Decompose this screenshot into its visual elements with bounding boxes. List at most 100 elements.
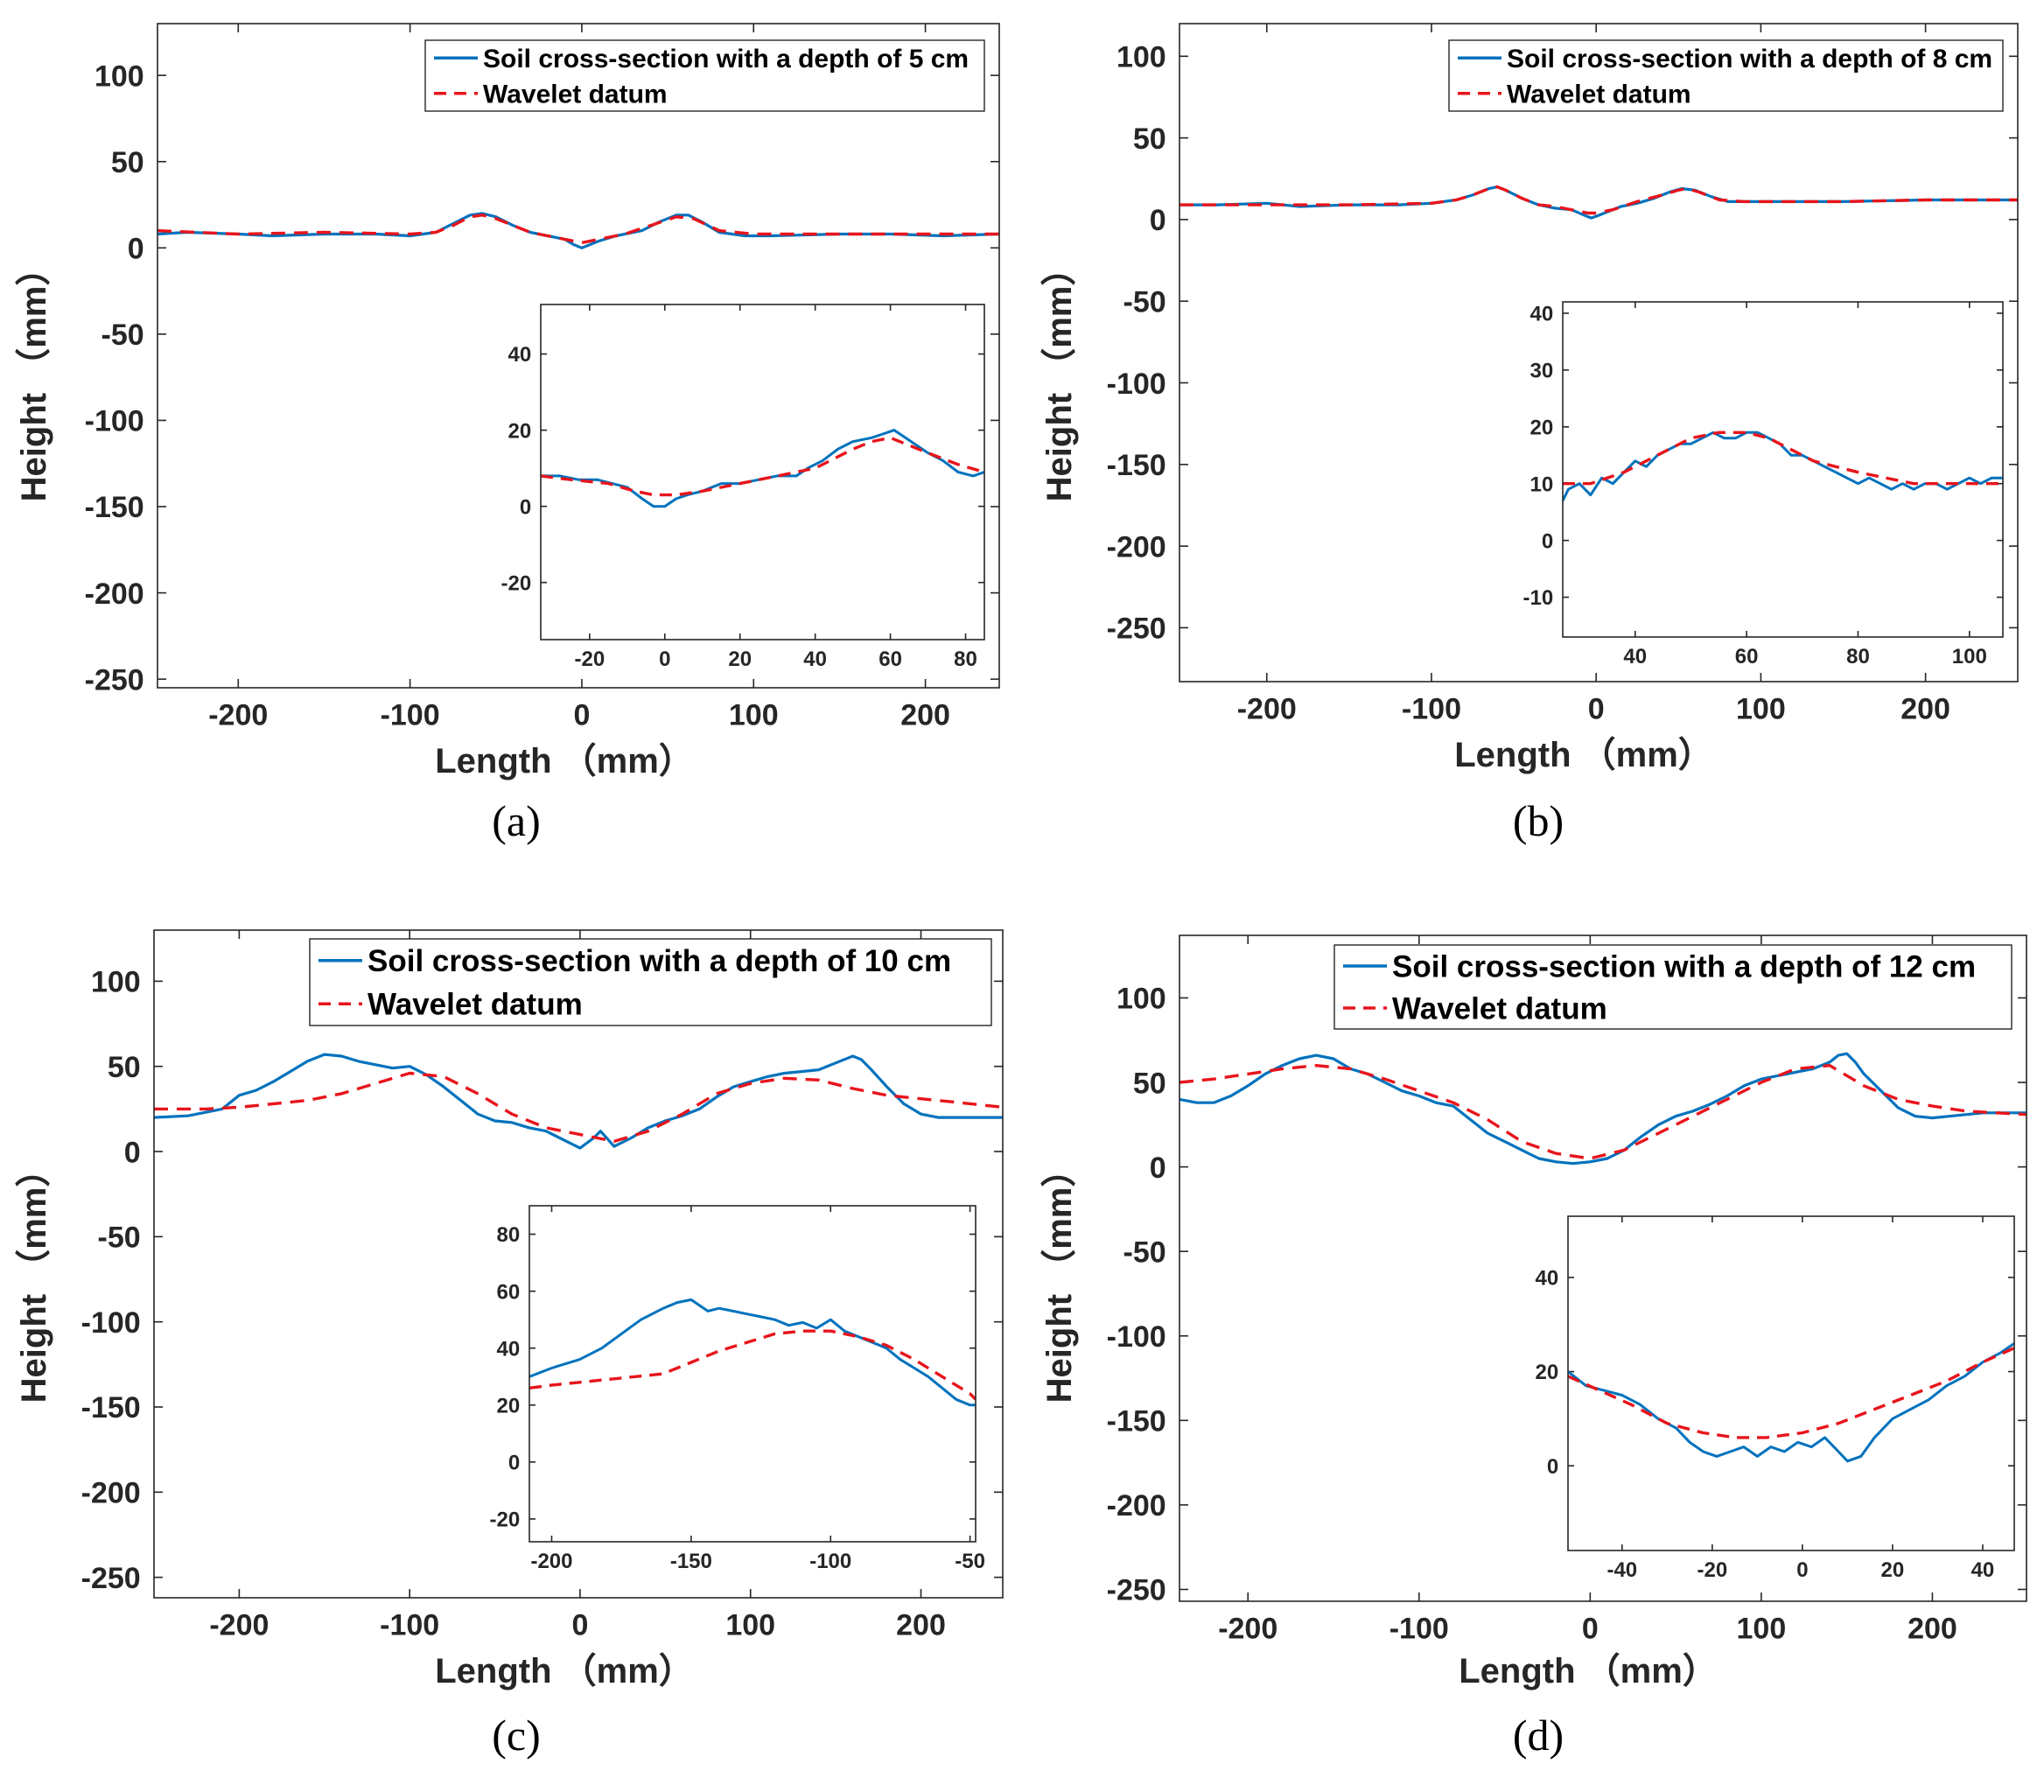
panel-a-y-tick-label: 50 (111, 146, 144, 179)
panel-c-inset-x-tick-label: -150 (670, 1550, 712, 1573)
panel-b-y-tick-label: -50 (1124, 285, 1166, 318)
panel-a-x-tick-label: 0 (573, 699, 590, 732)
panel-a-inset-x-tick-label: 0 (659, 648, 670, 671)
panel-d-inset-y-tick-label: 0 (1547, 1455, 1558, 1479)
panel-b-wavelet-line (1180, 185, 2018, 215)
panel-b-inset-frame (1562, 301, 2004, 638)
panel-c-y-tick-label: -150 (81, 1391, 141, 1424)
panel-a-x-tick-label: -100 (381, 699, 440, 732)
panel-b-y-tick-label: -250 (1107, 612, 1166, 646)
panel-a-inset-x-tick-label: 80 (954, 648, 977, 671)
panel-a-inset-y-tick-label: 20 (508, 419, 531, 443)
panel-a-inset-wavelet-line (541, 436, 984, 497)
panel-d-legend-box (1334, 944, 2012, 1030)
panel-c-y-tick-label: 50 (108, 1051, 141, 1084)
panel-c-x-tick-label: 100 (725, 1609, 775, 1642)
panel-c-inset-y-tick-label: 40 (496, 1337, 520, 1361)
panel-d-inset: -40 -20 0 20 40 40 20 0 (1535, 1215, 2015, 1582)
panel-a-inset-frame (540, 304, 985, 640)
panel-a-y-tick-label: -200 (85, 578, 144, 611)
panel-b-x-axis-label: Length （mm） (1454, 736, 1713, 774)
panel-d-y-tick-label: 100 (1116, 983, 1166, 1016)
panel-a-y-tick-label: -150 (85, 491, 144, 524)
panel-b-legend-entry: Soil cross-section with a depth of 8 cm (1507, 45, 1992, 74)
panel-c-inset-wavelet-line (529, 1329, 976, 1401)
panel-b-inset-bg (1563, 302, 2003, 637)
panel-b-y-tick-label: 0 (1150, 204, 1166, 237)
panel-a-y-tick-label: -250 (85, 663, 144, 696)
panel-b-inset-series-group (1563, 430, 2003, 501)
panel-d-inset-x-tick-label: 20 (1881, 1558, 1905, 1582)
panel-d-legend-entry: Wavelet datum (1392, 991, 1607, 1026)
panel-b-legend: Soil cross-section with a depth of 8 cm W… (1448, 39, 2004, 112)
panel-a-inset-x-tick-label: 20 (728, 648, 752, 671)
panel-b-inset-y-tick-label: 0 (1542, 529, 1553, 553)
panel-c-wavelet-line (154, 1071, 1003, 1144)
panel-b-y-tick-label: 50 (1133, 122, 1166, 156)
panel-b-inset-x-tick-label: 40 (1623, 645, 1647, 668)
panel-a-legend-entry: Wavelet datum (483, 80, 668, 108)
panel-d-inset-x-tick-label: -20 (1698, 1558, 1728, 1582)
panel-d-x-tick-label: -200 (1218, 1613, 1278, 1646)
panel-a: -200 -100 0 100 200100500-50-100-150-200-250… (15, 23, 1000, 845)
panel-a-inset-measured-line (541, 429, 984, 508)
panel-c-inset-y-tick-label: -20 (490, 1508, 521, 1532)
panel-d-inset-y-tick-label: 20 (1535, 1361, 1558, 1384)
panel-b-y-tick-label: -200 (1107, 530, 1166, 564)
panel-a-y-tick-label: 100 (94, 60, 144, 93)
panel-d-inset-x-tick-label: 0 (1796, 1558, 1808, 1582)
panel-d-inset-wavelet-line (1568, 1347, 2014, 1439)
panel-b-inset-y-tick-label: 10 (1530, 472, 1553, 496)
panel-c: -200 -100 0 100 200100500-50-100-150-200-250… (15, 929, 1004, 1760)
panel-c-inset: -200 -150 -100 -50 80 60 40 20 0 -20 (490, 1205, 985, 1573)
panel-b-y-tick-label: 100 (1116, 41, 1166, 74)
panel-b-inset-y-tick-label: 20 (1530, 416, 1553, 439)
panel-a-inset-x-tick-label: 60 (878, 648, 902, 671)
panel-a-legend-entry: Soil cross-section with a depth of 5 cm (483, 45, 969, 74)
panel-b-x-tick-label: -100 (1402, 693, 1461, 726)
panel-d-inset-series-group (1568, 1342, 2014, 1463)
panel-b-inset-y-tick-label: 40 (1530, 303, 1553, 326)
panel-b-measured-line (1180, 186, 2018, 220)
panel-a-inset-y-tick-label: -20 (501, 571, 532, 595)
panel-c-y-tick-label: -250 (81, 1562, 141, 1595)
panel-a-caption-label: (a) (492, 796, 541, 845)
panel-a-inset-y-tick-label: 0 (520, 495, 531, 519)
panel-b-x-tick-label: -200 (1237, 693, 1297, 726)
panel-a-x-tick-label: -200 (208, 699, 268, 732)
panel-a-y-tick-label: -50 (102, 318, 144, 352)
panel-b-series-group (1180, 185, 2018, 220)
panel-b-legend-entry: Wavelet datum (1507, 80, 1691, 108)
panel-b-y-tick-label: -150 (1107, 449, 1166, 482)
panel-c-inset-y-tick-label: 20 (496, 1394, 520, 1418)
panel-c-x-tick-label: 200 (896, 1609, 946, 1642)
panel-d-y-tick-label: -250 (1107, 1574, 1166, 1607)
panel-d-inset-frame (1567, 1215, 2015, 1551)
panel-a-x-axis-label: Length （mm） (435, 742, 694, 780)
panel-d-y-tick-label: 50 (1133, 1067, 1166, 1100)
panel-c-legend: Soil cross-section with a depth of 10 cm… (309, 938, 992, 1026)
panel-c-y-tick-label: -200 (81, 1477, 141, 1510)
panel-d-legend-entry: Soil cross-section with a depth of 12 cm (1392, 949, 1976, 984)
panel-c-inset-y-tick-label: 80 (496, 1223, 520, 1247)
panel-d-inset-x-tick-label: -40 (1606, 1558, 1637, 1582)
panel-c-inset-x-tick-label: -50 (955, 1550, 985, 1573)
panel-c-series-group (154, 1053, 1003, 1150)
panel-c-inset-y-tick-label: 60 (496, 1280, 520, 1304)
panel-d-legend: Soil cross-section with a depth of 12 cm… (1334, 944, 2012, 1030)
panel-c-x-tick-label: -100 (380, 1609, 439, 1642)
panel-a-inset-x-tick-label: 40 (803, 648, 827, 671)
panel-d-x-tick-label: 100 (1737, 1613, 1787, 1646)
panel-a-inset-bg (541, 304, 984, 640)
panel-c-inset-x-tick-label: -100 (809, 1550, 851, 1573)
panel-a-inset: -20 0 20 40 60 80 40 20 0 -20 (501, 304, 985, 671)
panel-d-x-axis-label: Length （mm） (1459, 1652, 1718, 1690)
panel-a-legend-box (424, 39, 985, 112)
panel-c-y-tick-label: 0 (124, 1136, 141, 1169)
panel-c-measured-line (154, 1053, 1003, 1150)
panel-d: -200 -100 0 100 200100500-50-100-150-200-250… (1040, 934, 2027, 1760)
panel-d-frame (1179, 934, 2027, 1602)
panel-b-inset-wavelet-line (1563, 430, 2003, 486)
panel-d-y-tick-label: -200 (1107, 1489, 1166, 1522)
